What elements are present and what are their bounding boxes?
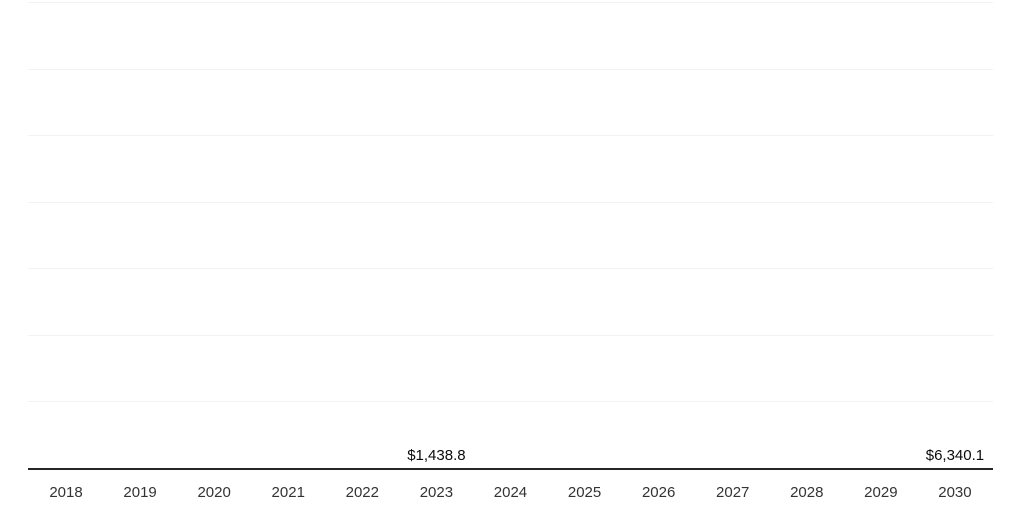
- gridline: [28, 68, 993, 70]
- x-axis-labels: 2018 2019 2020 2021 2022 2023 2024 2025 2026 2027…: [28, 484, 993, 501]
- data-label-2030: $6,340.1: [925, 447, 985, 464]
- x-tick-label-2022: 2022: [345, 484, 379, 501]
- x-tick-label-2030: 2030: [938, 484, 972, 501]
- x-tick-label-2018: 2018: [49, 484, 83, 501]
- x-tick-label-2019: 2019: [123, 484, 157, 501]
- x-axis-line: [28, 468, 993, 470]
- x-tick-label-2020: 2020: [197, 484, 231, 501]
- x-tick-label-2029: 2029: [864, 484, 898, 501]
- gridline: [28, 268, 993, 270]
- data-label-2023: $1,438.8: [407, 447, 466, 464]
- x-tick-label-2024: 2024: [493, 484, 528, 501]
- gridline: [28, 201, 993, 203]
- x-tick-label-2027: 2027: [716, 484, 750, 501]
- plot-area: $1,438.8 $6,340.1: [28, 2, 993, 469]
- x-tick-label-2025: 2025: [567, 484, 602, 501]
- gridline: [28, 334, 993, 336]
- bars-container: $1,438.8 $6,340.1: [28, 3, 993, 469]
- x-tick-label-2021: 2021: [271, 484, 305, 501]
- gridline: [28, 2, 993, 3]
- x-tick-label-2023: 2023: [419, 484, 454, 501]
- gridline: [28, 135, 993, 137]
- x-tick-label-2026: 2026: [641, 484, 676, 501]
- x-tick-label-2028: 2028: [790, 484, 824, 501]
- gridline: [28, 401, 993, 403]
